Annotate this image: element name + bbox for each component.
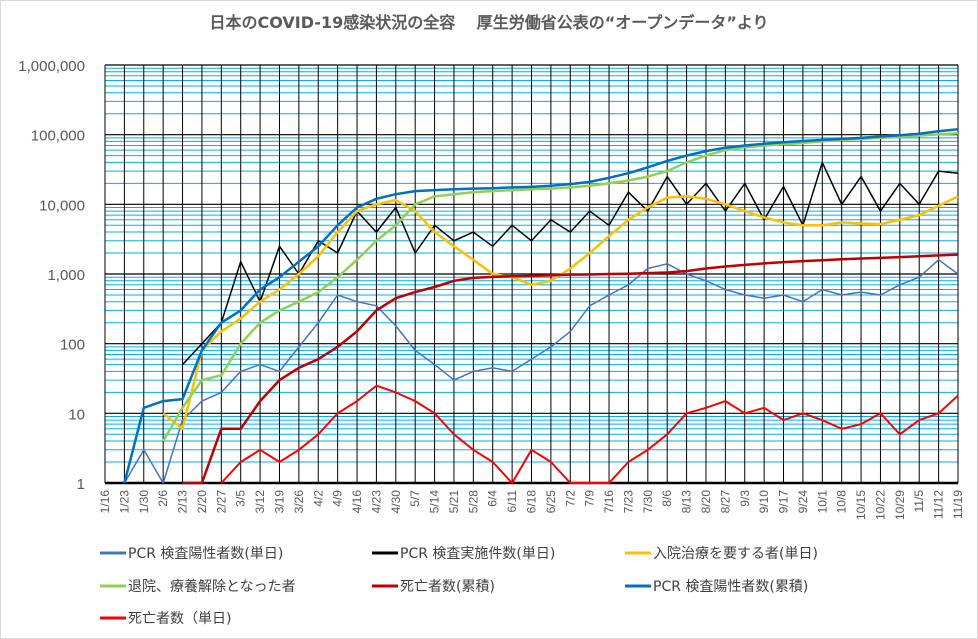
x-axis-ticks: 1/16 1/23 1/30 2/6 2/13 2/20 2/27 3/5 3/12 3/19 3/… bbox=[98, 490, 965, 520]
x-tick-label: 2/6 bbox=[156, 490, 170, 507]
legend-item: 入院治療を要する者(単日) bbox=[625, 545, 818, 562]
x-tick-label: 10/15 bbox=[854, 490, 868, 520]
x-tick-label: 4/30 bbox=[389, 490, 403, 514]
y-axis-ticks: 1 10 100 1,000 10,000 100,000 1,000,000 bbox=[18, 58, 85, 493]
series-入院治療を要する者(単日) bbox=[162, 195, 959, 431]
x-tick-label: 8/6 bbox=[660, 490, 674, 507]
legend-label: PCR 検査陽性者数(累積) bbox=[653, 579, 808, 595]
x-tick-label: 10/29 bbox=[893, 490, 907, 520]
x-tick-label: 10/1 bbox=[815, 490, 829, 514]
x-tick-label: 5/21 bbox=[447, 490, 461, 514]
x-tick-label: 5/7 bbox=[408, 490, 422, 507]
x-tick-label: 6/18 bbox=[525, 490, 539, 514]
x-tick-label: 3/5 bbox=[234, 490, 248, 507]
x-tick-label: 11/19 bbox=[951, 490, 965, 519]
x-tick-label: 7/30 bbox=[641, 490, 655, 514]
series-死亡者数(累積) bbox=[182, 253, 959, 485]
x-tick-label: 10/8 bbox=[835, 490, 849, 514]
legend-label: 退院、療養解除となった者 bbox=[128, 578, 296, 595]
x-tick-label: 2/27 bbox=[214, 490, 228, 514]
x-tick-label: 8/20 bbox=[699, 490, 713, 514]
x-tick-label: 7/23 bbox=[621, 490, 635, 514]
x-tick-label: 3/12 bbox=[253, 490, 267, 514]
x-tick-label: 5/14 bbox=[428, 490, 442, 514]
legend-label: 死亡者数（単日) bbox=[128, 611, 231, 627]
x-tick-label: 7/16 bbox=[602, 490, 616, 514]
x-tick-label: 1/30 bbox=[137, 490, 151, 514]
series-line bbox=[162, 195, 959, 431]
x-tick-label: 2/13 bbox=[176, 490, 190, 514]
x-tick-label: 10/22 bbox=[873, 490, 887, 520]
legend-item: PCR 検査陽性者数(単日) bbox=[100, 546, 283, 562]
legend-label: 入院治療を要する者(単日) bbox=[653, 545, 818, 562]
legend-item: 死亡者数（単日) bbox=[100, 611, 231, 627]
x-tick-label: 4/9 bbox=[331, 490, 345, 507]
x-tick-label: 3/19 bbox=[272, 490, 286, 514]
series-死亡者数（単日) bbox=[220, 384, 959, 484]
legend-label: PCR 検査実施件数(単日) bbox=[400, 546, 555, 562]
x-tick-label: 6/11 bbox=[505, 490, 519, 513]
legend-item: PCR 検査陽性者数(累積) bbox=[625, 579, 808, 595]
legend-label: PCR 検査陽性者数(単日) bbox=[128, 546, 283, 562]
x-tick-label: 9/10 bbox=[757, 490, 771, 514]
y-tick-label: 10 bbox=[68, 406, 85, 423]
y-tick-label: 1 bbox=[77, 476, 85, 493]
gridlines bbox=[104, 64, 959, 485]
legend-item: 退院、療養解除となった者 bbox=[100, 578, 296, 595]
series-PCR 検査陽性者数(累積) bbox=[123, 127, 959, 484]
legend-label: 死亡者数(累積) bbox=[400, 579, 495, 595]
series-line bbox=[162, 131, 959, 442]
x-tick-label: 6/25 bbox=[544, 490, 558, 514]
x-tick-label: 4/16 bbox=[350, 490, 364, 514]
x-tick-label: 6/4 bbox=[486, 490, 500, 507]
x-tick-label: 11/5 bbox=[912, 490, 926, 513]
y-tick-label: 1,000,000 bbox=[18, 58, 85, 75]
x-tick-label: 9/24 bbox=[796, 490, 810, 514]
x-tick-label: 11/12 bbox=[932, 490, 946, 519]
legend-item: PCR 検査実施件数(単日) bbox=[372, 546, 555, 562]
x-tick-label: 1/16 bbox=[98, 490, 112, 514]
x-tick-label: 5/28 bbox=[466, 490, 480, 514]
y-tick-label: 1,000 bbox=[47, 267, 85, 284]
x-tick-label: 4/23 bbox=[369, 490, 383, 514]
x-tick-label: 1/23 bbox=[117, 490, 131, 514]
series-line bbox=[182, 253, 959, 485]
x-tick-label: 8/13 bbox=[680, 490, 694, 514]
series-line bbox=[123, 127, 959, 484]
x-tick-label: 9/17 bbox=[777, 490, 791, 514]
x-tick-label: 9/3 bbox=[738, 490, 752, 507]
series-line bbox=[123, 259, 959, 484]
x-tick-label: 2/20 bbox=[195, 490, 209, 514]
y-tick-label: 10,000 bbox=[39, 197, 85, 214]
y-tick-label: 100,000 bbox=[31, 128, 85, 145]
x-tick-label: 7/9 bbox=[583, 490, 597, 507]
x-tick-label: 4/2 bbox=[311, 490, 325, 507]
x-tick-label: 7/2 bbox=[563, 490, 577, 507]
x-tick-label: 8/27 bbox=[718, 490, 732, 514]
series-line bbox=[220, 384, 959, 484]
legend-item: 死亡者数(累積) bbox=[372, 579, 495, 595]
x-tick-label: 3/26 bbox=[292, 490, 306, 514]
series-PCR 検査陽性者数(単日) bbox=[123, 259, 959, 484]
legend: PCR 検査陽性者数(単日) PCR 検査実施件数(単日) 入院治療を要する者(単日… bbox=[100, 545, 818, 627]
series-lines bbox=[123, 127, 959, 485]
chart-title: 日本のCOVID-19感染状況の全容 厚生労働省公表の“オープンデータ”より bbox=[209, 13, 768, 32]
y-tick-label: 100 bbox=[60, 337, 85, 354]
